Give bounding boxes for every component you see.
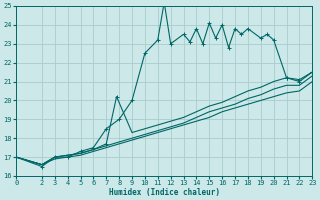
X-axis label: Humidex (Indice chaleur): Humidex (Indice chaleur) <box>109 188 220 197</box>
